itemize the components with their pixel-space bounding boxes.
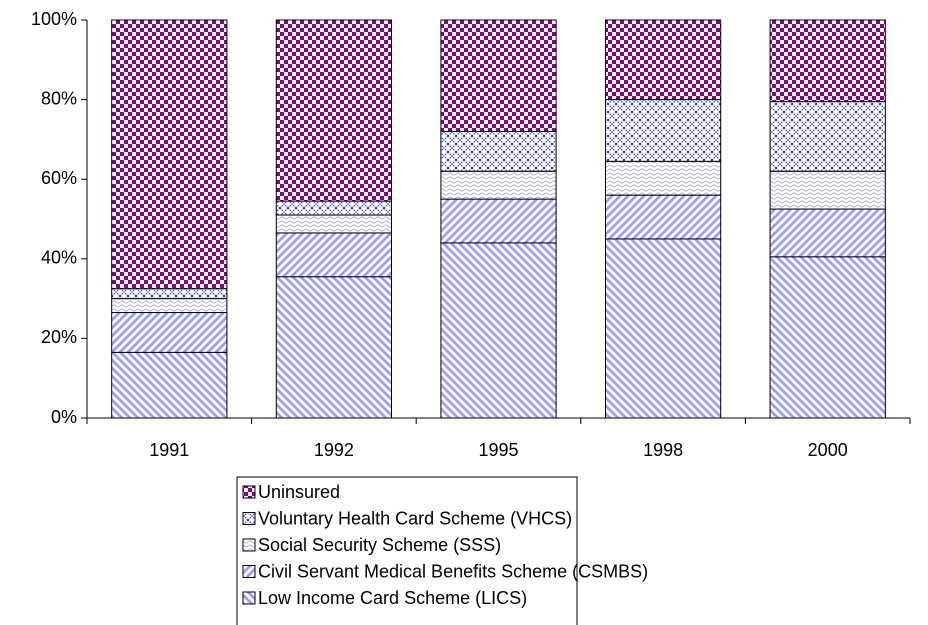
bar-segment bbox=[440, 170, 557, 200]
y-tick-label: 100% bbox=[31, 9, 77, 29]
bar-segment bbox=[111, 312, 228, 353]
bar-segment bbox=[604, 160, 722, 196]
legend-label: Voluntary Health Card Scheme (VHCS) bbox=[258, 508, 572, 528]
bar-segment bbox=[604, 19, 722, 101]
bar-segment bbox=[111, 351, 228, 419]
y-tick-label: 80% bbox=[41, 88, 77, 108]
legend-swatch bbox=[242, 485, 256, 499]
bar-segment bbox=[769, 170, 886, 210]
bar-segment bbox=[769, 256, 886, 419]
legend-swatch bbox=[242, 538, 256, 552]
bar-segment bbox=[604, 194, 722, 240]
bar-segment bbox=[769, 19, 886, 103]
bar-segment bbox=[111, 19, 228, 290]
legend-label: Low Income Card Scheme (LICS) bbox=[258, 588, 527, 608]
legend-swatch bbox=[242, 512, 256, 525]
bar-segment bbox=[275, 19, 393, 202]
legend-box bbox=[236, 476, 578, 625]
legend-label: Uninsured bbox=[258, 482, 340, 502]
bar-segment bbox=[769, 101, 886, 172]
y-tick-label: 20% bbox=[41, 327, 77, 347]
y-tick-label: 60% bbox=[41, 168, 77, 188]
bar-segment bbox=[604, 238, 722, 419]
legend-swatch bbox=[242, 565, 256, 578]
y-tick-label: 40% bbox=[41, 248, 77, 268]
bar-segment bbox=[275, 232, 393, 278]
bar-segment bbox=[440, 130, 557, 172]
bar-segment bbox=[111, 288, 228, 300]
y-tick-label: 0% bbox=[51, 407, 77, 427]
bar-segment bbox=[769, 208, 886, 258]
legend-label: Social Security Scheme (SSS) bbox=[258, 535, 501, 555]
bar-segment bbox=[440, 198, 557, 244]
x-tick-label: 1992 bbox=[314, 440, 354, 460]
bar-segment bbox=[275, 276, 393, 419]
x-tick-label: 1995 bbox=[478, 440, 518, 460]
bar-segment bbox=[275, 200, 393, 216]
x-tick-label: 1991 bbox=[149, 440, 189, 460]
bar-segment bbox=[275, 214, 393, 234]
bar-segment bbox=[440, 242, 557, 419]
bar-segment bbox=[111, 298, 228, 314]
x-tick-label: 1998 bbox=[643, 440, 683, 460]
legend-label: Civil Servant Medical Benefits Scheme (C… bbox=[258, 561, 648, 581]
bar-segment bbox=[604, 99, 722, 162]
x-tick-label: 2000 bbox=[808, 440, 848, 460]
bar-segment bbox=[440, 19, 557, 132]
legend-swatch bbox=[242, 591, 256, 605]
